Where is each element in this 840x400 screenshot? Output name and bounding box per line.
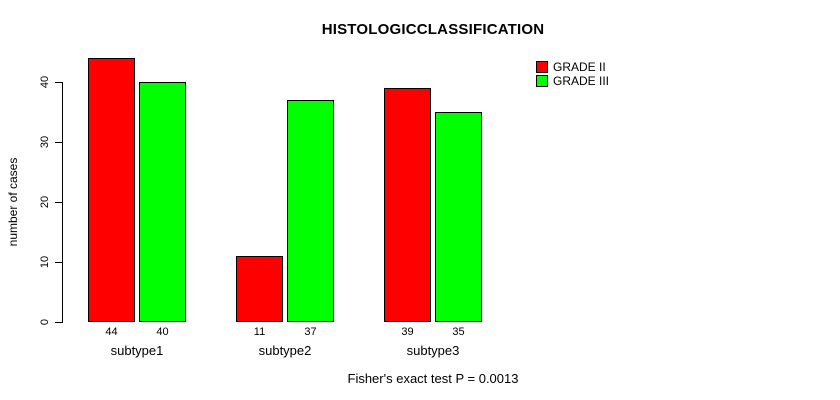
y-tick-label: 10 (39, 255, 51, 269)
category-label-subtype3: subtype3 (406, 343, 460, 358)
bar-value-label: 44 (105, 326, 118, 338)
bar-subtype2-grade-iii (287, 100, 334, 322)
legend-label-grade-iii: GRADE III (553, 74, 610, 88)
bar-value-label: 35 (452, 326, 465, 338)
y-tick-mark (55, 82, 62, 83)
legend-item-grade-ii: GRADE II (536, 60, 609, 74)
y-axis-line (62, 82, 63, 323)
y-tick-label: 20 (39, 195, 51, 209)
y-tick-mark (55, 142, 62, 143)
y-tick-label: 0 (39, 318, 51, 326)
annotation-text: Fisher's exact test P = 0.0013 (347, 371, 519, 386)
y-tick-mark (55, 202, 62, 203)
bar-subtype3-grade-ii (384, 88, 431, 322)
bar-value-label: 37 (304, 326, 317, 338)
bar-subtype2-grade-ii (236, 256, 283, 322)
legend-swatch-grade-iii-icon (536, 75, 548, 87)
category-label-subtype1: subtype1 (110, 343, 164, 358)
bar-value-label: 39 (401, 326, 414, 338)
bar-subtype1-grade-iii (139, 82, 186, 322)
legend-item-grade-iii: GRADE III (536, 74, 609, 88)
y-tick-label: 30 (39, 135, 51, 149)
legend-label-grade-ii: GRADE II (553, 60, 606, 74)
bar-value-label: 11 (253, 326, 266, 338)
y-tick-label: 40 (39, 75, 51, 89)
chart-title: HISTOLOGICCLASSIFICATION (321, 21, 545, 38)
y-tick-mark (55, 322, 62, 323)
bar-subtype1-grade-ii (88, 58, 135, 322)
bar-subtype3-grade-iii (435, 112, 482, 322)
legend: GRADE II GRADE III (536, 60, 609, 88)
category-label-subtype2: subtype2 (258, 343, 312, 358)
y-axis-label: number of cases (6, 157, 20, 247)
legend-swatch-grade-ii-icon (536, 61, 548, 73)
y-tick-mark (55, 262, 62, 263)
bar-value-label: 40 (156, 326, 169, 338)
